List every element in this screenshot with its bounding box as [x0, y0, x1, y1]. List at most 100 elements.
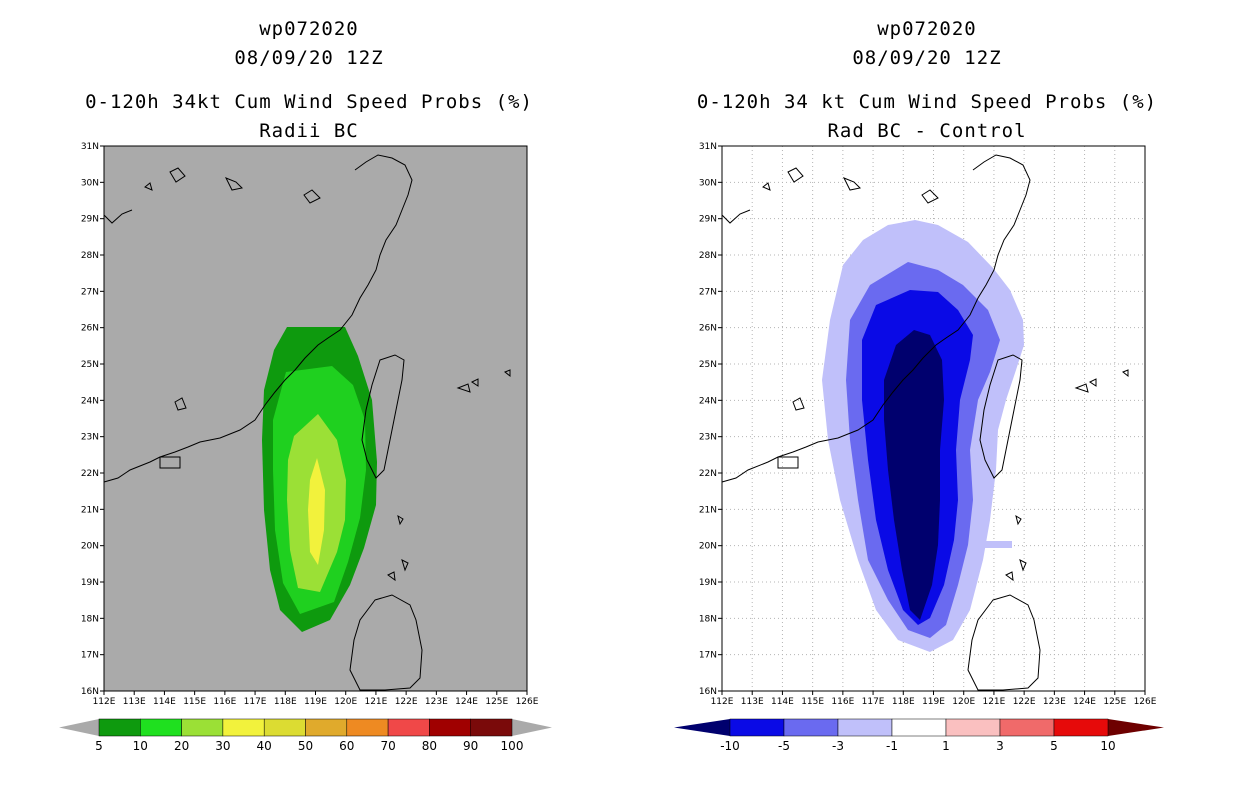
colorbar-label: 30 [215, 739, 230, 753]
lat-label: 20N [81, 542, 99, 552]
lon-label: 116E [831, 697, 854, 707]
colorbar-high-arrow [512, 719, 552, 736]
colorbar-swatch [891, 718, 947, 737]
left-date: 08/09/20 12Z [234, 47, 384, 69]
right-diff-minus10-contour [884, 330, 944, 620]
lat-label: 26N [81, 324, 99, 334]
colorbar-label: -1 [886, 739, 898, 753]
lon-label: 124E [1073, 697, 1096, 707]
lon-label: 114E [153, 697, 176, 707]
lat-label: 24N [81, 396, 99, 406]
lon-label: 117E [862, 697, 885, 707]
lat-label: 21N [81, 505, 99, 515]
lat-label: 28N [81, 251, 99, 261]
lon-label: 126E [516, 697, 539, 707]
lon-label: 122E [395, 697, 418, 707]
left-panel: wp072020 08/09/20 12Z 0-120h 34kt Cum Wi… [59, 18, 552, 753]
colorbar-swatch [222, 718, 265, 737]
lat-label: 23N [81, 433, 99, 443]
left-subtitle: Radii BC [259, 120, 359, 142]
lon-label: 123E [425, 697, 448, 707]
lat-label: 31N [699, 142, 717, 152]
colorbar-label: 90 [463, 739, 478, 753]
lon-label: 120E [952, 697, 975, 707]
right-lon-axis: 112E 113E 114E 115E 116E 117E 118E 119E 120E 121E… [711, 691, 1157, 707]
left-map: 31N 30N 29N 28N 27N 26N 25N 24N 23N 22N 21N 20N 19N 1… [59, 142, 552, 753]
colorbar-swatch [1053, 718, 1109, 737]
lon-label: 120E [334, 697, 357, 707]
colorbar-label: 10 [1100, 739, 1115, 753]
lat-label: 16N [81, 687, 99, 697]
colorbar-swatch [429, 718, 471, 737]
lon-label: 114E [771, 697, 794, 707]
right-colorbar: -10 -5 -3 -1 1 3 5 10 [674, 718, 1164, 753]
lat-label: 17N [81, 651, 99, 661]
left-colorbar: 5 10 20 30 40 50 60 70 80 90 100 [59, 718, 552, 753]
colorbar-label: 20 [174, 739, 189, 753]
colorbar-swatch [181, 718, 224, 737]
colorbar-swatch [305, 718, 348, 737]
lon-label: 117E [244, 697, 267, 707]
colorbar-swatch [999, 718, 1055, 737]
left-coastline [103, 154, 511, 691]
colorbar-swatch [263, 718, 306, 737]
lat-label: 29N [699, 215, 717, 225]
colorbar-label: -3 [832, 739, 844, 753]
lat-label: 25N [699, 360, 717, 370]
lon-label: 113E [123, 697, 146, 707]
lat-label: 20N [699, 542, 717, 552]
colorbar-label: 70 [380, 739, 395, 753]
lat-label: 21N [699, 505, 717, 515]
lat-label: 31N [81, 142, 99, 152]
colorbar-label: 40 [257, 739, 272, 753]
lon-label: 125E [1103, 697, 1126, 707]
lon-label: 118E [274, 697, 297, 707]
right-lat-axis: 31N 30N 29N 28N 27N 26N 25N 24N 23N 22N 21N 20N 19N 1… [699, 142, 722, 697]
colorbar-label: -10 [720, 739, 740, 753]
colorbar-swatch [140, 718, 182, 737]
colorbar-swatch [470, 718, 513, 737]
colorbar-label: 100 [501, 739, 524, 753]
right-coastline [721, 154, 1129, 691]
lat-label: 29N [81, 215, 99, 225]
colorbar-label: 5 [1050, 739, 1058, 753]
colorbar-swatch [729, 718, 785, 737]
colorbar-swatch [783, 718, 839, 737]
lat-label: 25N [81, 360, 99, 370]
left-storm-id: wp072020 [259, 18, 359, 40]
right-storm-id: wp072020 [877, 18, 977, 40]
colorbar-swatch [346, 718, 389, 737]
lat-label: 19N [81, 578, 99, 588]
right-diff-strip [978, 541, 1012, 548]
lon-label: 112E [93, 697, 116, 707]
colorbar-label: 3 [996, 739, 1004, 753]
lon-label: 116E [213, 697, 236, 707]
lon-label: 113E [741, 697, 764, 707]
lat-label: 27N [81, 287, 99, 297]
right-panel: wp072020 08/09/20 12Z 0-120h 34 kt Cum W… [618, 0, 1236, 800]
lat-label: 22N [699, 469, 717, 479]
right-product-title: 0-120h 34 kt Cum Wind Speed Probs (%) [696, 91, 1158, 113]
lon-label: 122E [1013, 697, 1036, 707]
colorbar-label: -5 [778, 739, 790, 753]
lon-label: 123E [1043, 697, 1066, 707]
colorbar-swatch [945, 718, 1001, 737]
left-prob-30-contour [308, 458, 325, 565]
lat-label: 23N [699, 433, 717, 443]
lat-label: 26N [699, 324, 717, 334]
left-product-title: 0-120h 34kt Cum Wind Speed Probs (%) [85, 91, 533, 113]
lat-label: 18N [699, 614, 717, 624]
colorbar-label: 1 [942, 739, 950, 753]
left-lat-axis: 31N 30N 29N 28N 27N 26N 25N 24N 23N 22N 21N 20N 19N 1… [81, 142, 104, 697]
lon-label: 121E [982, 697, 1005, 707]
right-date: 08/09/20 12Z [852, 47, 1002, 69]
colorbar-label: 5 [95, 739, 103, 753]
lat-label: 28N [699, 251, 717, 261]
colorbar-high-arrow [1108, 719, 1164, 736]
colorbar-label: 60 [339, 739, 354, 753]
lat-label: 30N [699, 178, 717, 188]
lon-label: 126E [1134, 697, 1157, 707]
lat-label: 30N [81, 178, 99, 188]
lon-label: 115E [183, 697, 206, 707]
right-map: 31N 30N 29N 28N 27N 26N 25N 24N 23N 22N 21N 20N 19N 1… [674, 142, 1164, 753]
